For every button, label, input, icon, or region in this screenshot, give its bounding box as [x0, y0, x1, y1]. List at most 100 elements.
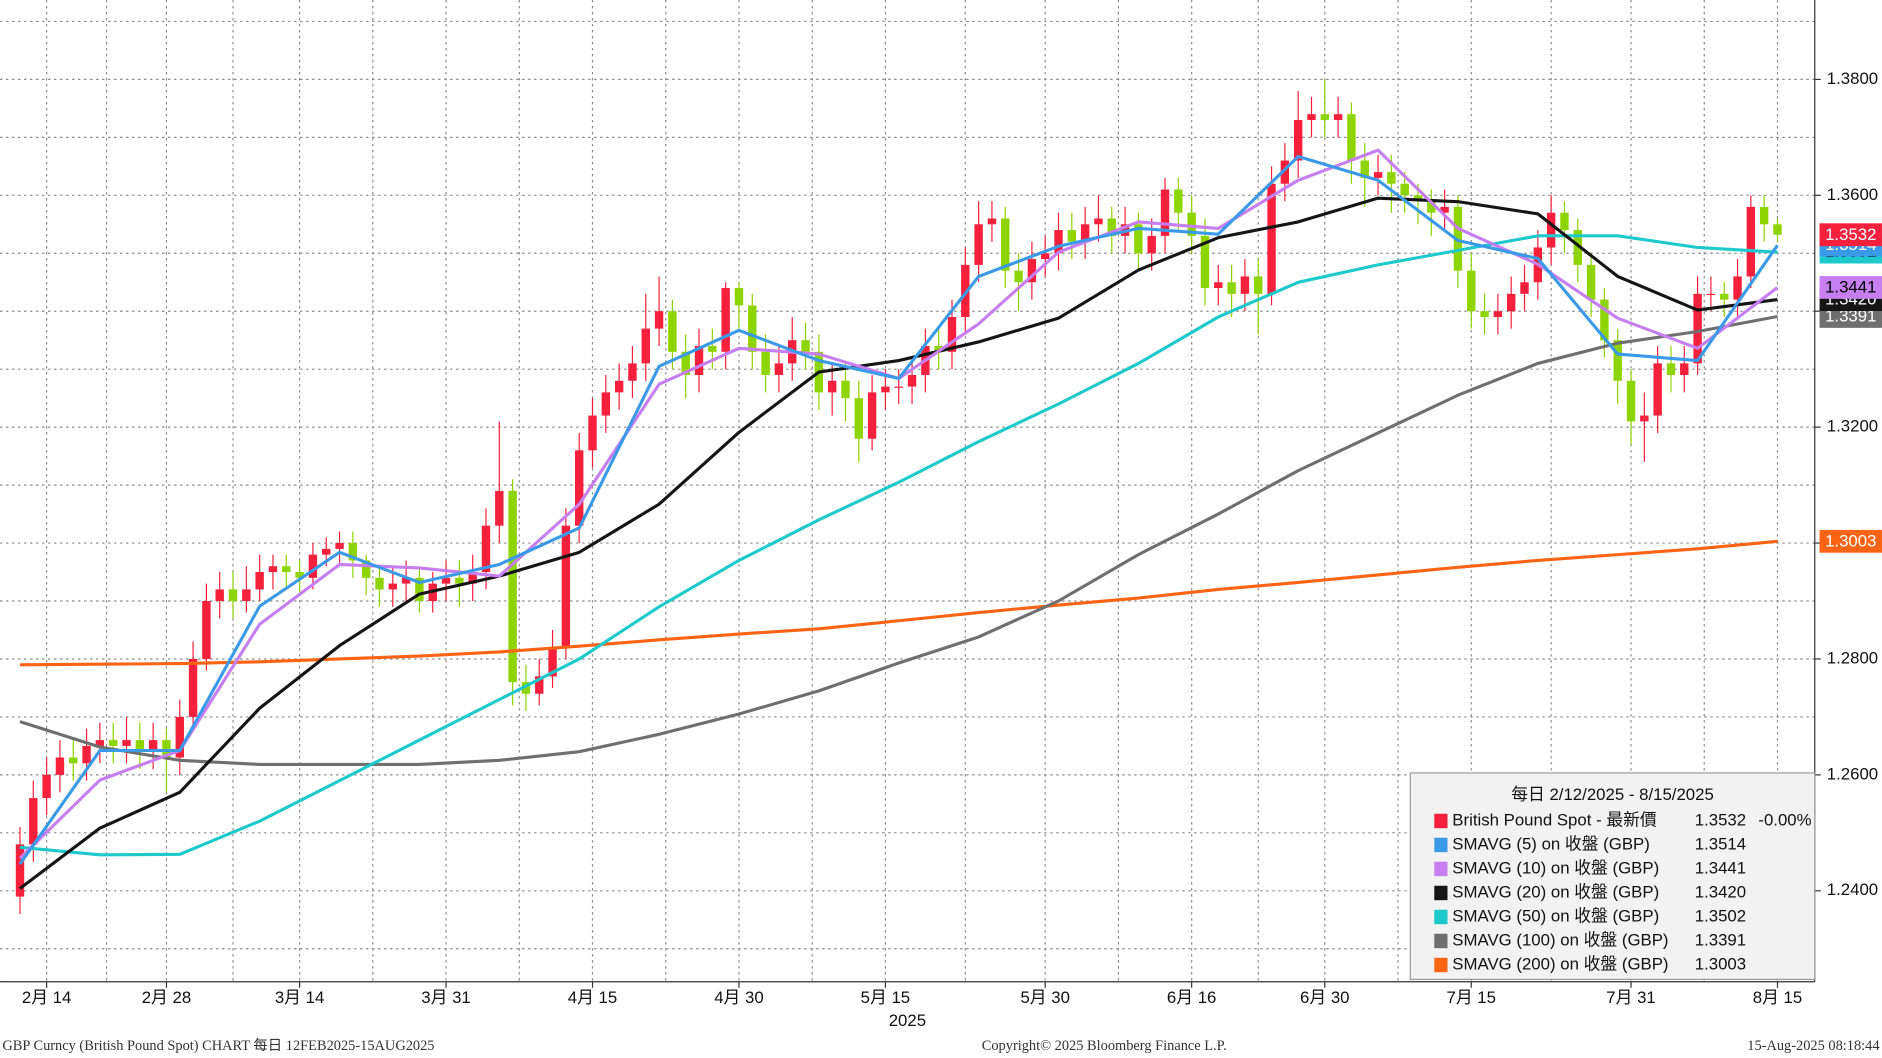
- candle-body: [1174, 189, 1183, 213]
- ma-line: [19, 539, 1778, 667]
- candle-body: [415, 577, 424, 602]
- candle-body: [188, 658, 198, 717]
- legend-swatch: [1434, 861, 1448, 877]
- x-tick-label: 5月 15: [861, 988, 910, 1007]
- candle-body: [1040, 253, 1050, 260]
- candle-body: [361, 560, 371, 578]
- candle-body: [295, 572, 304, 578]
- candle-body: [135, 740, 145, 752]
- candle-body: [694, 346, 704, 375]
- candle-body: [1773, 224, 1782, 235]
- candle-body: [681, 351, 690, 375]
- candle-body: [881, 386, 890, 393]
- candle-body: [1546, 212, 1556, 248]
- legend-box: [1409, 772, 1816, 980]
- candle-body: [987, 218, 997, 225]
- candle-body: [1227, 282, 1236, 294]
- candle-body: [95, 740, 105, 746]
- legend-value: 1.3532: [1695, 810, 1746, 829]
- candle-body: [455, 577, 464, 584]
- candle-body: [322, 548, 331, 555]
- candle-body: [242, 589, 251, 602]
- candle-body: [1240, 276, 1250, 294]
- candle-body: [1733, 276, 1742, 300]
- candle-body: [521, 682, 531, 694]
- candle-body: [1027, 259, 1037, 283]
- candle-body: [82, 745, 91, 764]
- candle-body: [774, 363, 784, 375]
- candle-body: [268, 566, 278, 573]
- candle-body: [1080, 224, 1090, 242]
- legend-label: SMAVG (100) on 收盤 (GBP): [1452, 930, 1668, 949]
- y-tick-label: 1.2600: [1827, 764, 1878, 783]
- candle-body: [1014, 270, 1023, 283]
- price-tag-label: 1.3003: [1825, 531, 1876, 550]
- candle-body: [1001, 218, 1010, 271]
- candle-body: [1706, 293, 1716, 296]
- legend-swatch: [1434, 909, 1448, 925]
- candle-body: [1480, 311, 1489, 318]
- candle-body: [335, 543, 344, 549]
- candle-body: [148, 740, 158, 752]
- y-tick-label: 1.2800: [1827, 648, 1878, 667]
- candle-body: [601, 392, 611, 416]
- x-tick-label: 4月 15: [568, 988, 618, 1007]
- candle-body: [1387, 172, 1396, 184]
- price-tag: [1819, 529, 1882, 553]
- candle-body: [947, 317, 957, 352]
- candle-body: [1759, 206, 1769, 225]
- legend-change: -0.00%: [1758, 810, 1811, 829]
- candle-body: [1613, 340, 1622, 381]
- candle-body: [734, 288, 744, 306]
- x-tick-label: 2月 28: [142, 988, 191, 1007]
- candle-body: [1293, 119, 1303, 161]
- x-tick-label: 7月 31: [1606, 988, 1656, 1007]
- candle-body: [108, 740, 118, 746]
- candle-body: [1067, 230, 1077, 242]
- y-tick-label: 1.3800: [1827, 69, 1878, 88]
- candle-body: [854, 398, 863, 439]
- candle-body: [1160, 189, 1170, 236]
- candle-body: [1560, 212, 1569, 231]
- candle-body: [801, 340, 810, 352]
- candles: [15, 79, 1782, 914]
- candle-body: [162, 740, 171, 758]
- x-tick-label: 6月 16: [1167, 988, 1217, 1007]
- candle-body: [708, 346, 717, 352]
- candle-body: [1307, 114, 1316, 120]
- candle-body: [69, 757, 78, 764]
- ma-line: [19, 196, 1778, 890]
- legend-value: 1.3391: [1695, 930, 1746, 949]
- candle-body: [1187, 212, 1196, 236]
- candle-body: [1626, 380, 1636, 422]
- candle-body: [535, 676, 544, 694]
- candle-body: [1600, 299, 1609, 341]
- legend-label: SMAVG (20) on 收盤 (GBP): [1452, 882, 1659, 901]
- candle-body: [1107, 218, 1116, 236]
- candle-body: [894, 386, 903, 388]
- legend-label: British Pound Spot - 最新價: [1452, 810, 1657, 829]
- candle-body: [1134, 224, 1143, 254]
- candle-body: [1573, 230, 1582, 265]
- footer-right: 15-Aug-2025 08:18:44: [1747, 1038, 1879, 1054]
- x-tick-label: 6月 30: [1300, 988, 1350, 1007]
- candle-body: [308, 554, 318, 578]
- legend-label: SMAVG (10) on 收盤 (GBP): [1452, 858, 1659, 877]
- legend-value: 1.3441: [1695, 858, 1746, 877]
- candle-body: [588, 415, 597, 451]
- candle-body: [628, 363, 637, 381]
- candle-body: [1640, 415, 1649, 422]
- candle-body: [1493, 311, 1503, 318]
- legend-label: SMAVG (200) on 收盤 (GBP): [1452, 954, 1668, 973]
- candle-body: [907, 374, 917, 387]
- candle-body: [175, 716, 184, 758]
- candle-body: [468, 572, 477, 584]
- candle-body: [1400, 183, 1409, 196]
- price-tag-label: 1.3441: [1825, 278, 1876, 297]
- candle-body: [1147, 235, 1156, 254]
- legend-swatch: [1434, 813, 1448, 829]
- candle-body: [1586, 264, 1596, 300]
- candle-body: [1467, 270, 1476, 312]
- price-tags: 1.33911.34201.35021.35141.30031.34411.35…: [1819, 223, 1882, 553]
